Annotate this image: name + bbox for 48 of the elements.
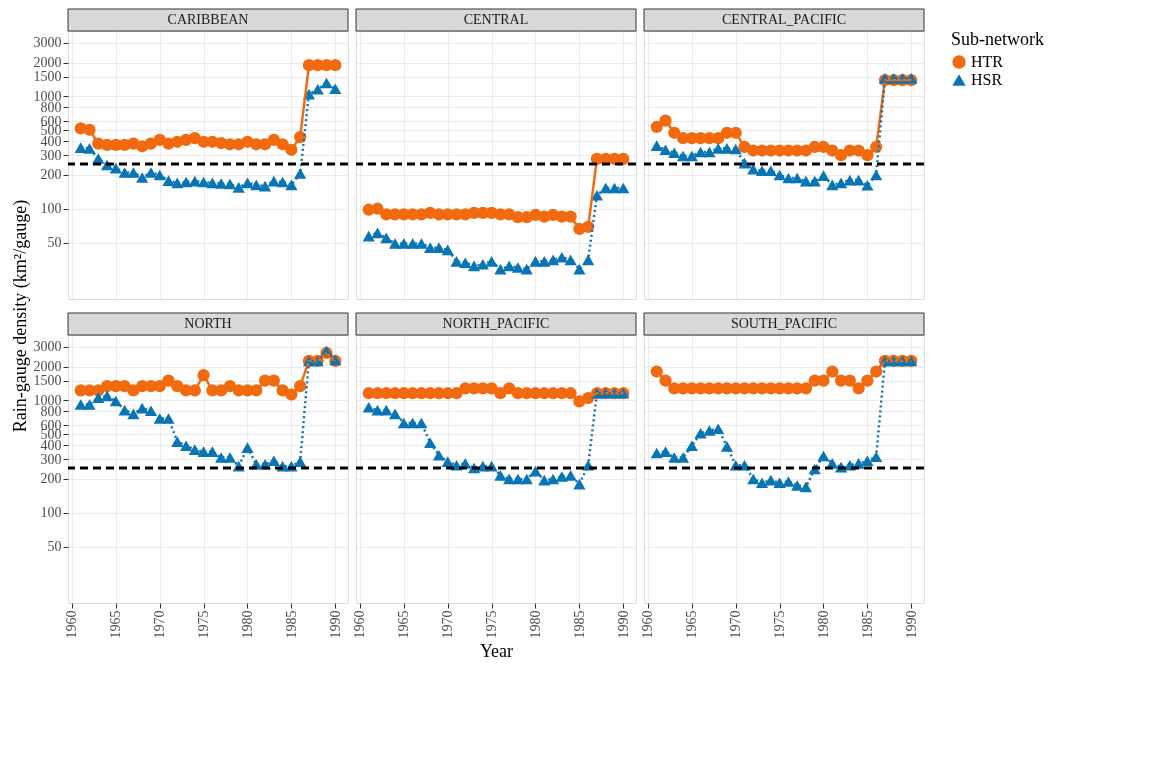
x-tick-label: 1980	[816, 610, 831, 639]
x-tick-label: 1960	[64, 610, 80, 639]
y-tick-label: 1000	[33, 88, 62, 104]
chart-title: NORTH	[184, 316, 232, 331]
x-tick-label: 1960	[352, 610, 368, 639]
x-tick-label: 1965	[396, 610, 412, 639]
x-tick-label: 1970	[440, 610, 456, 639]
y-tick-label: 100	[40, 505, 62, 521]
y-tick-label: 2000	[33, 359, 62, 375]
legend-title: Sub-network	[951, 29, 1044, 49]
y-tick-label: 50	[47, 539, 62, 555]
chart-title: CENTRAL	[463, 12, 529, 27]
y-tick-label: 300	[40, 451, 62, 467]
legend-label: HSR	[971, 71, 1003, 88]
x-tick-label: 1990	[903, 610, 919, 639]
x-tick-label: 1980	[528, 610, 543, 639]
y-axis-title: Rain-gauge density (km²/gauge)	[10, 199, 31, 433]
y-tick-label: 3000	[33, 35, 62, 51]
y-tick-label: 300	[40, 147, 62, 163]
x-tick-label: 1965	[108, 610, 124, 639]
y-tick-label: 2000	[33, 55, 62, 71]
x-tick-label: 1975	[772, 610, 788, 639]
y-tick-label: 100	[40, 201, 62, 217]
chart-title: CENTRAL_PACIFIC	[722, 12, 846, 27]
x-tick-label: 1965	[684, 610, 700, 639]
x-tick-label: 1960	[640, 610, 656, 639]
x-tick-label: 1985	[859, 610, 875, 639]
chart-title: SOUTH_PACIFIC	[730, 316, 838, 331]
x-tick-label: 1970	[152, 610, 168, 639]
legend-label: HTR	[971, 53, 1004, 70]
y-tick-label: 1500	[33, 69, 62, 85]
y-tick-label: 200	[40, 167, 62, 183]
y-tick-label: 1500	[33, 373, 62, 389]
x-tick-label: 1970	[728, 610, 744, 639]
x-tick-label: 1985	[283, 610, 299, 639]
x-tick-label: 1975	[196, 610, 212, 639]
x-tick-label: 1990	[327, 610, 343, 639]
x-axis-title: Year	[479, 640, 514, 661]
x-tick-label: 1985	[571, 610, 587, 639]
y-tick-label: 50	[47, 235, 62, 251]
y-tick-label: 200	[40, 471, 62, 487]
chart-title: CARIBBEAN	[167, 12, 249, 27]
x-tick-label: 1980	[240, 610, 255, 639]
x-tick-label: 1975	[484, 610, 500, 639]
y-tick-label: 1000	[33, 392, 62, 408]
chart-title: NORTH_PACIFIC	[442, 316, 550, 331]
x-tick-label: 1990	[615, 610, 631, 639]
y-tick-label: 3000	[33, 339, 62, 355]
